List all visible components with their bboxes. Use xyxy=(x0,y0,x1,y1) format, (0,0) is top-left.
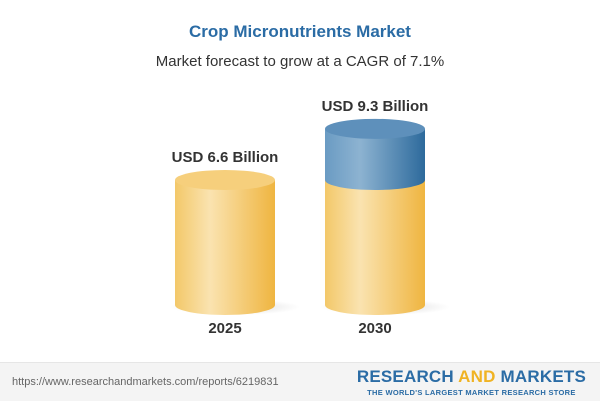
category-label: 2030 xyxy=(358,320,391,337)
cylinder-top xyxy=(175,170,275,190)
footer: https://www.researchandmarkets.com/repor… xyxy=(0,362,600,401)
logo-text-and: AND xyxy=(458,367,496,386)
chart-subtitle: Market forecast to grow at a CAGR of 7.1… xyxy=(155,53,445,70)
source-url[interactable]: https://www.researchandmarkets.com/repor… xyxy=(12,376,279,388)
cylinder-chart: USD 6.6 Billion 2025 USD 9.3 Billion 2030 xyxy=(170,98,450,337)
cylinder-top xyxy=(325,118,425,139)
cylinder-body-growth xyxy=(325,128,425,190)
cylinder-body-base xyxy=(175,180,275,315)
data-label: USD 6.6 Billion xyxy=(172,149,279,166)
chart-title: Crop Micronutrients Market xyxy=(189,22,411,41)
category-label: 2025 xyxy=(208,320,241,337)
logo-text-markets: MARKETS xyxy=(495,367,586,386)
logo-text: RESEARCH xyxy=(356,367,459,386)
data-label: USD 9.3 Billion xyxy=(322,98,429,115)
cylinder-body-base xyxy=(325,180,425,315)
brand-logo: RESEARCH AND MARKETS THE WORLD'S LARGEST… xyxy=(357,367,586,397)
logo-tagline: THE WORLD'S LARGEST MARKET RESEARCH STOR… xyxy=(367,388,576,397)
